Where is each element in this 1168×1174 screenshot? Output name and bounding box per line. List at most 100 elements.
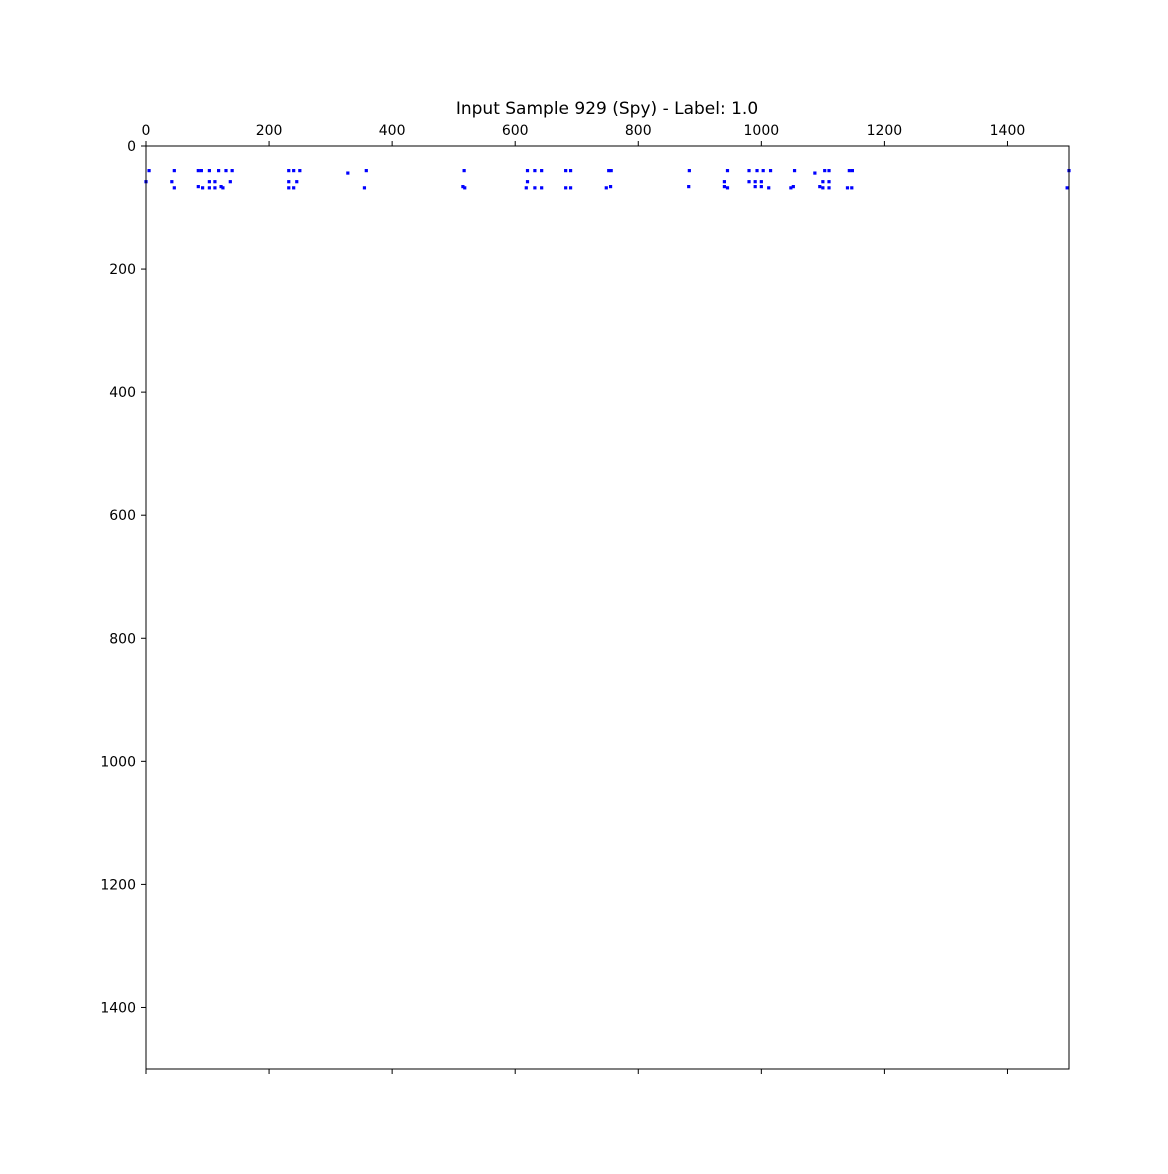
data-point	[761, 169, 765, 173]
data-point	[224, 169, 228, 173]
data-point	[823, 169, 827, 173]
data-point	[604, 186, 608, 190]
data-point	[221, 186, 225, 190]
data-point	[759, 185, 763, 189]
data-point	[725, 169, 730, 173]
data-point	[295, 180, 299, 184]
data-point	[207, 180, 211, 184]
data-point	[219, 185, 223, 189]
data-point	[172, 186, 176, 190]
data-point	[292, 186, 296, 190]
data-point	[170, 180, 174, 184]
data-point	[827, 180, 831, 184]
data-point	[608, 185, 613, 189]
data-point	[362, 186, 367, 190]
data-point	[607, 169, 611, 173]
x-tick-label: 1200	[867, 123, 903, 139]
data-point	[540, 169, 544, 173]
data-point	[722, 180, 727, 184]
x-tick-label: 200	[256, 123, 283, 139]
data-point	[172, 169, 176, 173]
chart-title: Input Sample 929 (Spy) - Label: 1.0	[456, 99, 758, 119]
data-point	[461, 185, 465, 189]
plot-frame	[145, 145, 1070, 1070]
data-point	[213, 186, 217, 190]
x-tick-label: 400	[379, 123, 406, 139]
data-point	[147, 169, 151, 173]
data-point	[564, 169, 568, 173]
y-tick-label: 1400	[100, 1000, 136, 1016]
data-point	[196, 185, 200, 189]
y-tick-label: 0	[127, 139, 136, 155]
data-point	[463, 186, 467, 190]
data-point	[753, 185, 757, 189]
data-point	[292, 169, 296, 173]
data-point	[722, 185, 727, 189]
data-point	[525, 169, 530, 173]
data-point	[568, 186, 573, 190]
data-point	[850, 169, 854, 173]
data-point	[609, 169, 613, 173]
data-point	[228, 180, 232, 184]
y-tick-label: 800	[109, 631, 136, 647]
data-point	[207, 169, 211, 173]
data-point	[287, 169, 291, 173]
data-point	[847, 169, 851, 173]
data-point	[462, 169, 466, 173]
data-point	[747, 180, 751, 184]
x-tick-label: 800	[625, 123, 652, 139]
x-tick-label: 600	[502, 123, 529, 139]
y-tick-label: 400	[109, 385, 136, 401]
data-point	[747, 169, 751, 173]
data-point	[533, 169, 537, 173]
data-point	[533, 186, 537, 190]
x-tick-label: 1000	[744, 123, 780, 139]
data-point	[687, 185, 691, 189]
data-point	[199, 169, 203, 173]
data-point	[791, 185, 795, 189]
data-point	[768, 169, 773, 173]
y-tick-label: 200	[109, 262, 136, 278]
x-tick-label: 0	[142, 123, 151, 139]
data-point	[217, 169, 221, 173]
data-point	[821, 180, 825, 184]
data-point	[789, 186, 793, 190]
x-tick-label: 1400	[990, 123, 1026, 139]
data-point	[525, 180, 530, 184]
data-point	[201, 186, 205, 190]
data-point	[845, 186, 850, 190]
data-point	[287, 186, 291, 190]
plot-background	[146, 146, 1069, 1069]
data-point	[818, 185, 822, 189]
axis-ticks: 0 200 400 600 800 1000 1200 1400 0 200 400 600 800 10…	[100, 123, 1025, 1074]
data-point	[827, 169, 831, 173]
data-point	[564, 186, 568, 190]
data-point	[524, 186, 528, 190]
data-point	[207, 186, 211, 190]
data-point	[759, 180, 763, 184]
y-tick-label: 1200	[100, 877, 136, 893]
data-point	[196, 169, 200, 173]
data-point	[568, 169, 573, 173]
y-tick-label: 600	[109, 508, 136, 524]
y-tick-label: 1000	[100, 754, 136, 770]
data-point	[213, 180, 217, 184]
data-point	[792, 169, 797, 173]
data-point	[687, 169, 691, 173]
data-point	[821, 186, 825, 190]
data-point	[230, 169, 234, 173]
data-point	[1065, 186, 1069, 190]
data-point	[540, 186, 544, 190]
data-point	[850, 186, 854, 190]
data-point	[346, 171, 350, 175]
data-point	[813, 171, 817, 175]
data-point	[767, 186, 771, 190]
data-points	[144, 169, 1071, 190]
data-point	[298, 169, 302, 173]
data-point	[287, 180, 291, 184]
data-point	[827, 186, 831, 190]
data-point	[755, 169, 759, 173]
data-point	[753, 180, 757, 184]
data-point	[725, 186, 730, 190]
